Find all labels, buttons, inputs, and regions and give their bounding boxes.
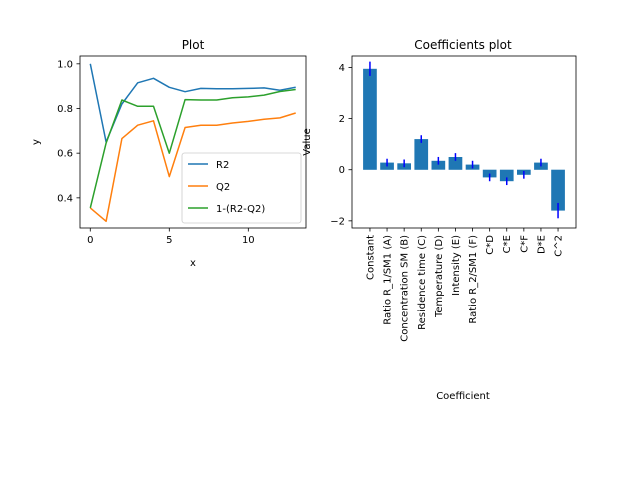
plot-frame [351,55,577,229]
bar-chart-title: Coefficients plot [414,38,512,52]
bar [482,169,497,178]
legend-box [181,152,302,224]
series-line-1 [89,112,296,223]
x-tick-label: 0 [87,235,93,246]
x-tick-label: C*D [485,235,496,255]
y-tick-label: 0 [339,165,345,176]
bar [431,160,446,170]
bar-chart-xlabel: Coefficient [436,391,490,402]
x-tick-label: Ratio R_1/SM1 (A) [383,235,394,325]
line-chart: Plot 0 5 10 0.4 0.6 0.8 1.0 x y R2 Q2 1-(R2-Q2) [31,38,307,269]
line-chart-series [89,63,296,223]
x-tick-label: Constant [366,235,377,280]
line-chart-title: Plot [182,38,205,52]
y-tick-label: 1.0 [57,59,73,70]
x-tick-label: Intensity (E) [451,235,462,296]
y-tick-label: 0.6 [57,149,73,160]
bar-chart-errorbars [369,61,559,219]
plot-frame [79,55,307,229]
line-chart-ylabel: y [31,139,42,145]
line-chart-axes: 0 5 10 0.4 0.6 0.8 1.0 [57,55,307,246]
bar [414,139,429,170]
bar [499,169,514,182]
y-tick-label: −2 [330,216,345,227]
bar-chart-ylabel: Value [302,128,313,155]
y-tick-label: 0.8 [57,104,73,115]
x-tick-label: Ratio R_2/SM1 (F) [468,235,479,324]
x-tick-label: Concentration SM (B) [400,235,411,342]
line-chart-legend: R2 Q2 1-(R2-Q2) [181,152,302,224]
x-tick-label: Temperature (D) [434,235,445,318]
y-tick-label: 2 [339,114,345,125]
x-tick-label: D*E [536,235,547,254]
bar-chart: Coefficients plot −2 0 2 4 Constant Ratio R_1… [302,38,577,402]
series-line-2 [89,88,296,209]
bar [363,68,377,170]
x-tick-label: 5 [166,235,172,246]
y-tick-label: 4 [339,63,345,74]
y-tick-label: 0.4 [57,193,73,204]
x-tick-label: Residence time (C) [417,235,428,330]
x-tick-label: C*F [519,235,530,253]
legend-label: 1-(R2-Q2) [216,204,265,215]
bar [551,169,565,211]
legend-label: R2 [216,160,229,171]
bar-chart-axes: −2 0 2 4 Constant Ratio R_1/SM1 (A) Concentrat… [330,55,577,342]
x-tick-label: 10 [242,235,255,246]
bar [448,157,463,170]
x-tick-label: C^2 [554,235,565,257]
line-chart-xlabel: x [190,258,196,269]
legend-label: Q2 [216,182,230,193]
x-tick-label: C*E [502,235,513,253]
